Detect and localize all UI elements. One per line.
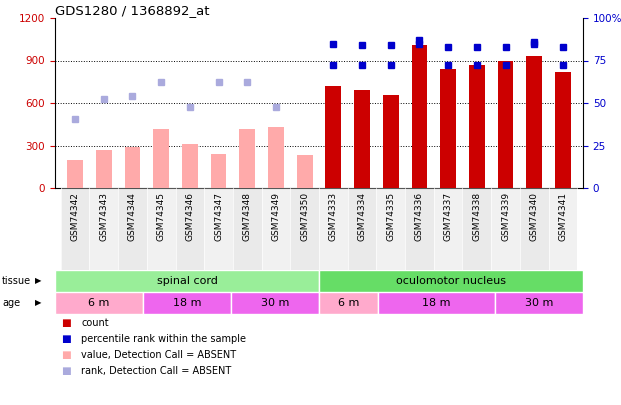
Text: GSM74333: GSM74333 xyxy=(329,192,338,241)
Text: ■: ■ xyxy=(61,366,71,376)
Text: GSM74343: GSM74343 xyxy=(99,192,108,241)
Bar xyxy=(182,144,197,188)
Text: GSM74335: GSM74335 xyxy=(386,192,395,241)
Bar xyxy=(383,94,399,188)
Bar xyxy=(376,188,405,270)
Bar xyxy=(412,45,427,188)
Text: GSM74334: GSM74334 xyxy=(358,192,366,241)
Bar xyxy=(319,270,583,292)
Bar xyxy=(233,188,261,270)
Bar xyxy=(231,292,319,314)
Text: GSM74348: GSM74348 xyxy=(243,192,252,241)
Bar xyxy=(89,188,118,270)
Bar xyxy=(348,188,376,270)
Bar xyxy=(319,188,348,270)
Text: percentile rank within the sample: percentile rank within the sample xyxy=(81,334,246,344)
Text: ▶: ▶ xyxy=(35,298,42,307)
Text: GSM74349: GSM74349 xyxy=(271,192,281,241)
Text: GSM74344: GSM74344 xyxy=(128,192,137,241)
Bar xyxy=(55,292,143,314)
Bar xyxy=(67,160,83,188)
Text: GSM74339: GSM74339 xyxy=(501,192,510,241)
Bar xyxy=(497,60,514,188)
Text: ▶: ▶ xyxy=(35,277,42,286)
Text: 30 m: 30 m xyxy=(261,298,289,308)
Text: value, Detection Call = ABSENT: value, Detection Call = ABSENT xyxy=(81,350,236,360)
Bar xyxy=(118,188,147,270)
Text: GSM74341: GSM74341 xyxy=(558,192,568,241)
Bar xyxy=(491,188,520,270)
Text: GSM74340: GSM74340 xyxy=(530,192,538,241)
Text: oculomotor nucleus: oculomotor nucleus xyxy=(396,276,506,286)
Bar xyxy=(61,188,89,270)
Bar xyxy=(268,127,284,188)
Bar xyxy=(239,128,255,188)
Text: count: count xyxy=(81,318,109,328)
Bar xyxy=(440,69,456,188)
Bar xyxy=(261,188,290,270)
Bar xyxy=(319,292,378,314)
Bar xyxy=(555,72,571,188)
Bar xyxy=(527,56,542,188)
Text: ■: ■ xyxy=(61,318,71,328)
Text: GSM74347: GSM74347 xyxy=(214,192,223,241)
Text: GSM74337: GSM74337 xyxy=(443,192,453,241)
Bar xyxy=(469,65,485,188)
Bar xyxy=(463,188,491,270)
Bar xyxy=(297,156,312,188)
Bar xyxy=(290,188,319,270)
Text: GSM74345: GSM74345 xyxy=(156,192,166,241)
Bar xyxy=(354,90,370,188)
Text: GSM74336: GSM74336 xyxy=(415,192,424,241)
Bar xyxy=(434,188,463,270)
Text: ■: ■ xyxy=(61,334,71,344)
Bar xyxy=(96,150,112,188)
Text: 6 m: 6 m xyxy=(88,298,110,308)
Text: GSM74342: GSM74342 xyxy=(71,192,79,241)
Bar xyxy=(125,147,140,188)
Bar xyxy=(143,292,231,314)
Text: GSM74338: GSM74338 xyxy=(473,192,481,241)
Bar xyxy=(153,128,169,188)
Bar xyxy=(548,188,578,270)
Bar xyxy=(378,292,495,314)
Bar xyxy=(55,270,319,292)
Text: age: age xyxy=(2,298,20,308)
Bar xyxy=(405,188,434,270)
Text: 18 m: 18 m xyxy=(173,298,201,308)
Bar xyxy=(211,154,227,188)
Text: spinal cord: spinal cord xyxy=(156,276,217,286)
Text: GDS1280 / 1368892_at: GDS1280 / 1368892_at xyxy=(55,4,209,17)
Text: ■: ■ xyxy=(61,350,71,360)
Bar xyxy=(520,188,548,270)
Bar xyxy=(147,188,176,270)
Bar xyxy=(325,86,341,188)
Bar xyxy=(495,292,583,314)
Text: GSM74350: GSM74350 xyxy=(300,192,309,241)
Bar xyxy=(176,188,204,270)
Text: 30 m: 30 m xyxy=(525,298,553,308)
Text: GSM74346: GSM74346 xyxy=(186,192,194,241)
Text: rank, Detection Call = ABSENT: rank, Detection Call = ABSENT xyxy=(81,366,232,376)
Text: 6 m: 6 m xyxy=(338,298,359,308)
Text: 18 m: 18 m xyxy=(422,298,451,308)
Text: tissue: tissue xyxy=(2,276,31,286)
Bar xyxy=(204,188,233,270)
